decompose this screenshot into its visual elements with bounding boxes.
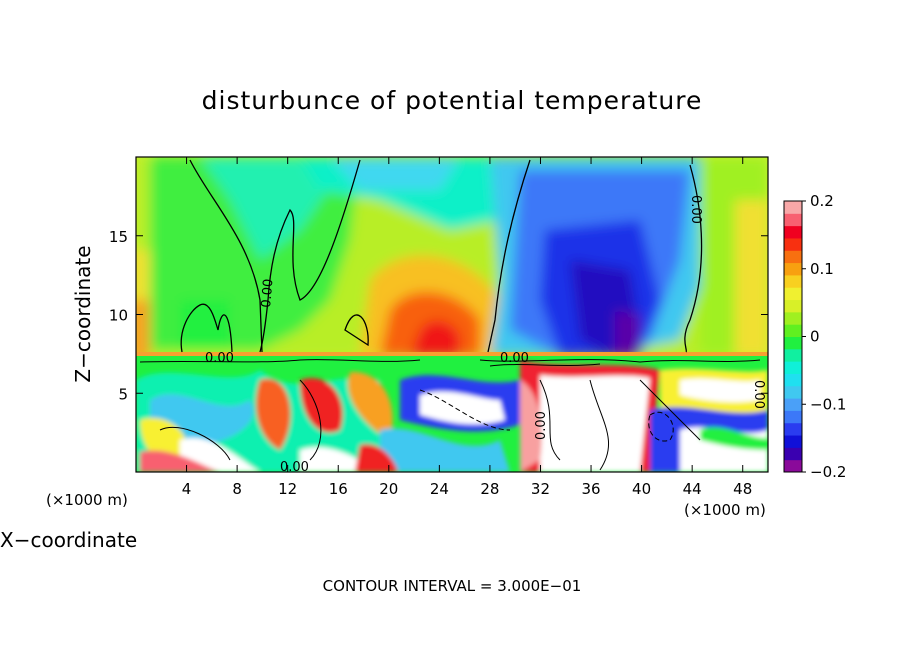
colorbar-swatch — [784, 398, 802, 411]
colorbar-swatch — [784, 287, 802, 301]
x-axis-unit-left: (×1000 m) — [46, 491, 128, 509]
colorbar-swatch — [784, 361, 802, 374]
colorbar-swatch — [784, 299, 802, 313]
x-tick-label: 16 — [329, 480, 348, 498]
colorbar-swatch — [784, 225, 802, 239]
colorbar-tick-label: 0.1 — [810, 260, 834, 278]
x-tick-label: 48 — [733, 480, 752, 498]
x-tick-label: 36 — [581, 480, 600, 498]
colorbar-swatch — [784, 336, 802, 350]
colorbar-swatch — [784, 435, 802, 448]
colorbar-tick-label: −0.2 — [810, 463, 846, 481]
x-tick-label: 24 — [430, 480, 449, 498]
colorbar-swatch — [784, 324, 802, 337]
colorbar-swatch — [784, 459, 802, 473]
y-tick-label: 10 — [109, 307, 128, 325]
upper-contours — [180, 159, 703, 353]
contour-label: 0.00 — [534, 411, 549, 440]
colorbar-swatch — [784, 274, 802, 288]
colorbar-swatch — [784, 410, 802, 424]
colorbar-swatch — [784, 373, 802, 387]
contour-label: 0.00 — [280, 460, 309, 475]
colorbar-swatch — [784, 262, 802, 276]
x-axis-unit-right: (×1000 m) — [684, 501, 766, 519]
colorbar-tick-label: −0.1 — [810, 395, 846, 413]
x-tick-label: 4 — [182, 480, 192, 498]
colorbar-swatch — [784, 201, 802, 214]
contour-label: 0.00 — [205, 351, 234, 366]
x-tick-label: 32 — [531, 480, 550, 498]
y-tick-label: 15 — [109, 228, 128, 246]
x-tick-label: 40 — [632, 480, 651, 498]
colorbar: 0.2 0.1 0 −0.1 −0.2 — [783, 192, 846, 481]
colorbar-tick-label: 0.2 — [810, 192, 834, 210]
contour-interval-note: CONTOUR INTERVAL = 3.000E−01 — [322, 577, 582, 595]
y-tick-label: 5 — [118, 385, 128, 403]
contour-label: 0.00 — [500, 351, 529, 366]
upper-contour-labels: 0.00 0.00 — [259, 195, 703, 308]
contour-label: 0.00 — [688, 195, 703, 224]
x-tick-label: 20 — [379, 480, 398, 498]
colorbar-swatch — [784, 348, 802, 362]
colorbar-swatch — [784, 250, 802, 264]
colorbar-swatch — [784, 237, 802, 251]
upper-field — [136, 157, 768, 356]
x-tick-label: 28 — [480, 480, 499, 498]
x-tick-label: 8 — [232, 480, 242, 498]
lower-field — [136, 356, 768, 472]
lower-contours — [139, 359, 761, 471]
contour-label: 0.00 — [259, 278, 276, 308]
x-tick-label: 44 — [683, 480, 702, 498]
x-tick-label: 12 — [278, 480, 297, 498]
colorbar-tick-label: 0 — [810, 328, 820, 346]
colorbar-swatch — [784, 311, 802, 325]
colorbar-swatch — [784, 385, 802, 399]
x-axis-label: X−coordinate — [0, 528, 138, 552]
colorbar-swatch — [784, 447, 802, 461]
chart-title: disturbunce of potential temperature — [201, 86, 703, 115]
colorbar-swatch — [784, 213, 802, 227]
contour-label: 0.00 — [751, 380, 766, 409]
colorbar-swatch — [784, 422, 802, 436]
